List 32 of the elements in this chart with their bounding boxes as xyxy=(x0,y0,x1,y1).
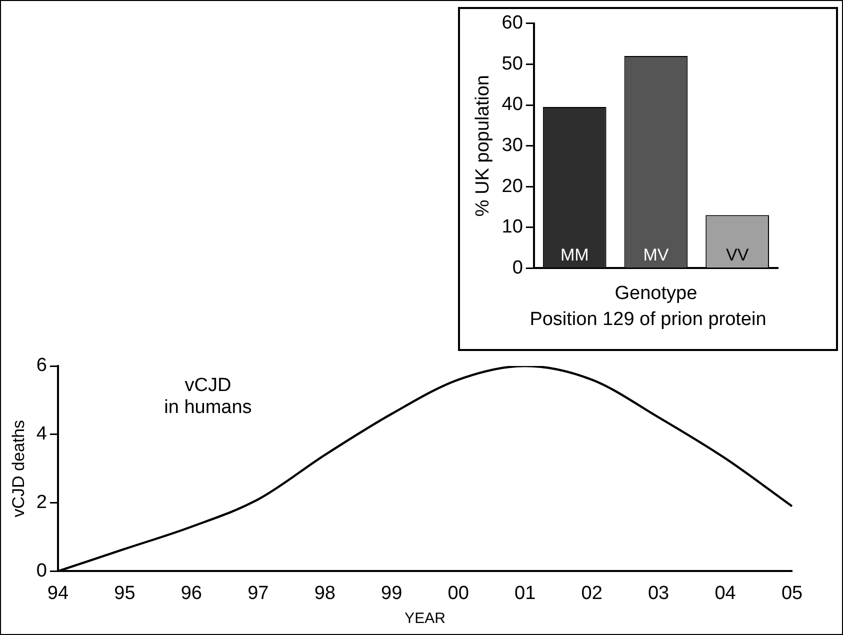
text: Position 129 of prion protein xyxy=(528,309,768,331)
x-tick-label: 94 xyxy=(47,582,69,604)
x-tick-label: 05 xyxy=(781,582,803,604)
x-tick-label: 03 xyxy=(648,582,670,604)
y-tick-label: 60 xyxy=(502,12,523,34)
x-tick-label: 99 xyxy=(381,582,402,604)
y-tick-label: 50 xyxy=(502,53,523,74)
x-tick-label: 96 xyxy=(180,582,202,604)
x-tick-label: 97 xyxy=(248,582,269,604)
annotation: vCJD in humans xyxy=(164,375,252,418)
y-tick-label: 4 xyxy=(36,424,48,445)
y-tick-label: 20 xyxy=(502,176,523,197)
x-tick-label: MM xyxy=(560,245,589,264)
x-tick-label: MV xyxy=(643,245,670,264)
x-tick-label: VV xyxy=(726,245,750,264)
x-tick-label: 01 xyxy=(514,582,536,604)
y-axis-title: vCJD deaths xyxy=(8,420,28,518)
y-tick-label: 0 xyxy=(512,257,523,278)
y-tick-label: 40 xyxy=(502,94,523,116)
y-tick-label: 2 xyxy=(36,492,47,514)
x-tick-label: 98 xyxy=(314,582,336,604)
x-axis-title: YEAR xyxy=(404,610,446,628)
x-tick-label: 04 xyxy=(714,582,736,604)
x-tick-label: 00 xyxy=(448,582,469,604)
x-axis-title: Genotype xyxy=(614,282,698,304)
y-tick-label: 10 xyxy=(502,216,523,238)
y-tick-label: 0 xyxy=(36,560,47,582)
y-tick-label: 30 xyxy=(502,135,523,156)
x-tick-label: 02 xyxy=(581,582,602,604)
x-tick-label: 95 xyxy=(114,582,136,604)
y-axis-title: % UK population xyxy=(472,75,494,217)
y-tick-label: 6 xyxy=(36,355,47,376)
